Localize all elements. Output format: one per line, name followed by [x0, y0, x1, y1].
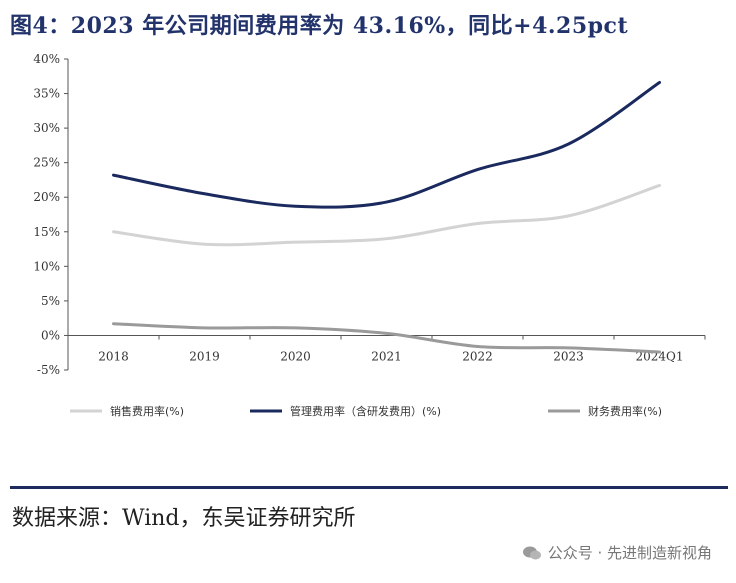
x-tick-label: 2019 [189, 349, 220, 363]
y-tick-label: 40% [33, 52, 60, 66]
x-tick-label: 2023 [553, 349, 584, 363]
chart-title: 图4：2023 年公司期间费用率为 43.16%，同比+4.25pct [10, 13, 629, 39]
watermark: 公众号 · 先进制造新视角 [522, 542, 712, 563]
x-tick-label: 2022 [462, 349, 493, 363]
x-tick-label: 2020 [280, 349, 311, 363]
y-tick-label: 20% [33, 190, 60, 204]
y-tick-label: 0% [41, 328, 60, 342]
x-tick-label: 2021 [371, 349, 402, 363]
y-tick-label: 10% [33, 259, 60, 273]
chart-series [112, 80, 661, 354]
y-tick-label: 5% [41, 294, 60, 308]
y-tick-label: -5% [37, 363, 60, 377]
source-divider [10, 486, 728, 489]
x-tick-label: 2024Q1 [635, 349, 683, 363]
y-tick-label: 15% [33, 225, 60, 239]
wechat-icon [522, 546, 541, 559]
legend-label-2: 管理费用率（含研发费用）(%) [290, 404, 441, 418]
y-tick-label: 25% [33, 156, 60, 170]
legend-label-1: 销售费用率(%) [110, 404, 184, 418]
x-tick-label: 2018 [98, 349, 129, 363]
legend-label-3: 财务费用率(%) [588, 404, 662, 418]
chart-legend: 销售费用率(%) 管理费用率（含研发费用）(%) 财务费用率(%) [70, 404, 662, 418]
y-tick-label: 30% [33, 121, 60, 135]
chart-axes: 40% 35% 30% 25% 20% 15% 10% 5% 0% -5% 2018 2019 2020… [33, 52, 706, 377]
series-line-1 [112, 183, 661, 247]
series-line-3 [112, 322, 661, 354]
y-tick-label: 35% [33, 87, 60, 101]
line-chart: 40% 35% 30% 25% 20% 15% 10% 5% 0% -5% 2018 2019 2020… [33, 52, 706, 418]
series-line-2 [112, 80, 661, 209]
watermark-text: 公众号 · 先进制造新视角 [547, 544, 712, 562]
data-source: 数据来源：Wind，东吴证券研究所 [12, 506, 356, 531]
